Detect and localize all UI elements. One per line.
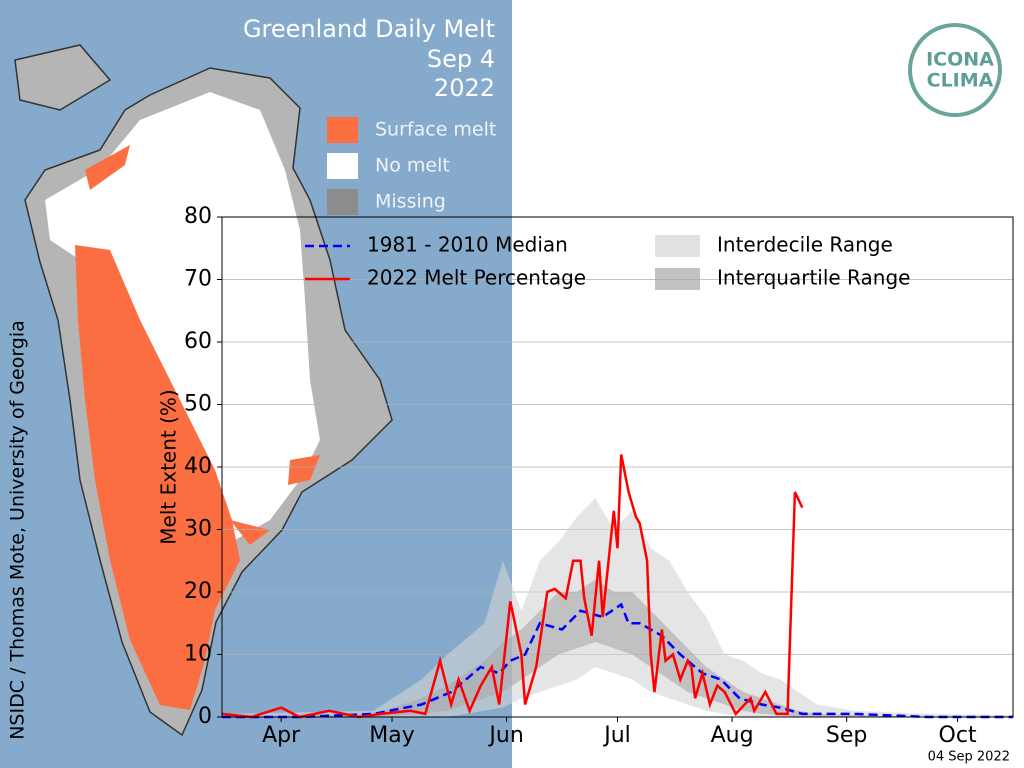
x-tick-label: Jun (487, 723, 523, 748)
chart: 0 10 20 30 40 50 60 70 80 Apr May Jun Jul Aug Sep Oct Me… (157, 204, 1014, 748)
range-band (222, 579, 1013, 717)
logo-ring (908, 23, 1002, 117)
logo-text: ICONA (926, 49, 994, 71)
series-line (221, 454, 804, 719)
legend-swatch (655, 235, 700, 257)
map-legend-swatch (327, 153, 358, 179)
legend-swatch (655, 268, 700, 290)
credit: NSIDC / Thomas Mote, University of Georg… (7, 320, 29, 740)
x-tick-label: Sep (826, 723, 867, 748)
y-tick-label: 20 (184, 579, 212, 604)
x-tick-label: Aug (711, 723, 754, 748)
y-tick-label: 50 (184, 392, 212, 417)
legend-label: 2022 Melt Percentage (367, 266, 586, 290)
legend-label: Interdecile Range (717, 233, 893, 257)
legend-label: 1981 - 2010 Median (367, 233, 568, 257)
y-axis-label: Melt Extent (%) (157, 389, 181, 544)
y-tick-label: 10 (184, 642, 212, 667)
y-tick-label: 80 (184, 204, 212, 229)
y-tick-label: 30 (184, 517, 212, 542)
no-melt-area (45, 92, 320, 540)
map-legend-label: No melt (375, 155, 450, 177)
y-tick-label: 60 (184, 329, 212, 354)
y-tick-label: 40 (184, 454, 212, 479)
x-tick-label: Oct (939, 723, 977, 748)
map-legend: Surface melt No melt Missing (327, 117, 496, 215)
map-legend-swatch (327, 189, 358, 215)
map-legend-label: Missing (375, 191, 446, 213)
map-date: Sep 4 (427, 45, 495, 73)
x-tick-label: May (369, 723, 414, 748)
x-tick-label: Jul (602, 723, 631, 748)
map-legend-swatch (327, 117, 358, 143)
map-title: Greenland Daily Melt (243, 15, 495, 43)
map-legend-label: Surface melt (375, 119, 496, 141)
logo: ICONA CLIMA (908, 23, 1002, 117)
legend-label: Interquartile Range (717, 266, 910, 290)
logo-text: CLIMA (927, 70, 994, 92)
map-year: 2022 (434, 74, 495, 102)
y-tick-label: 0 (198, 704, 212, 729)
plot-frame (221, 216, 1014, 718)
x-tick-label: Apr (262, 723, 301, 748)
melt-area (75, 245, 240, 710)
date-stamp: 04 Sep 2022 (928, 750, 1010, 765)
y-tick-label: 70 (184, 267, 212, 292)
